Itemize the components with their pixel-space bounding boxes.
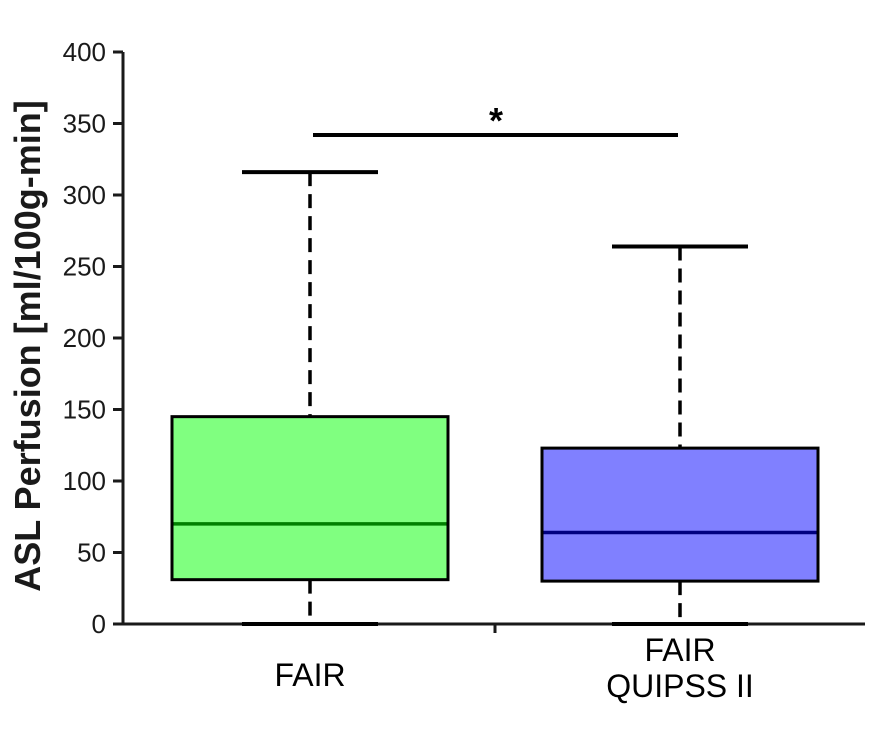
significance-label: *	[489, 100, 503, 141]
y-tick-label: 200	[63, 323, 106, 353]
category-label: FAIR	[644, 632, 715, 668]
box-group: FAIR	[170, 170, 450, 693]
box-iqr	[170, 415, 450, 582]
y-axis-ticks: 0 50 100 150 200 250 300 350 400	[63, 37, 123, 639]
box-iqr	[540, 446, 820, 583]
y-axis-title: ASL Perfusion [ml/100g-min]	[7, 100, 48, 591]
y-tick-label: 100	[63, 466, 106, 496]
y-tick-label: 0	[92, 609, 106, 639]
category-label: FAIR	[274, 657, 345, 693]
significance-annotation: *	[313, 100, 678, 141]
category-label: QUIPSS II	[606, 668, 754, 704]
y-tick-label: 50	[77, 538, 106, 568]
y-tick-label: 150	[63, 395, 106, 425]
y-tick-label: 400	[63, 37, 106, 67]
y-tick-label: 300	[63, 180, 106, 210]
y-tick-label: 350	[63, 109, 106, 139]
y-tick-label: 250	[63, 252, 106, 282]
